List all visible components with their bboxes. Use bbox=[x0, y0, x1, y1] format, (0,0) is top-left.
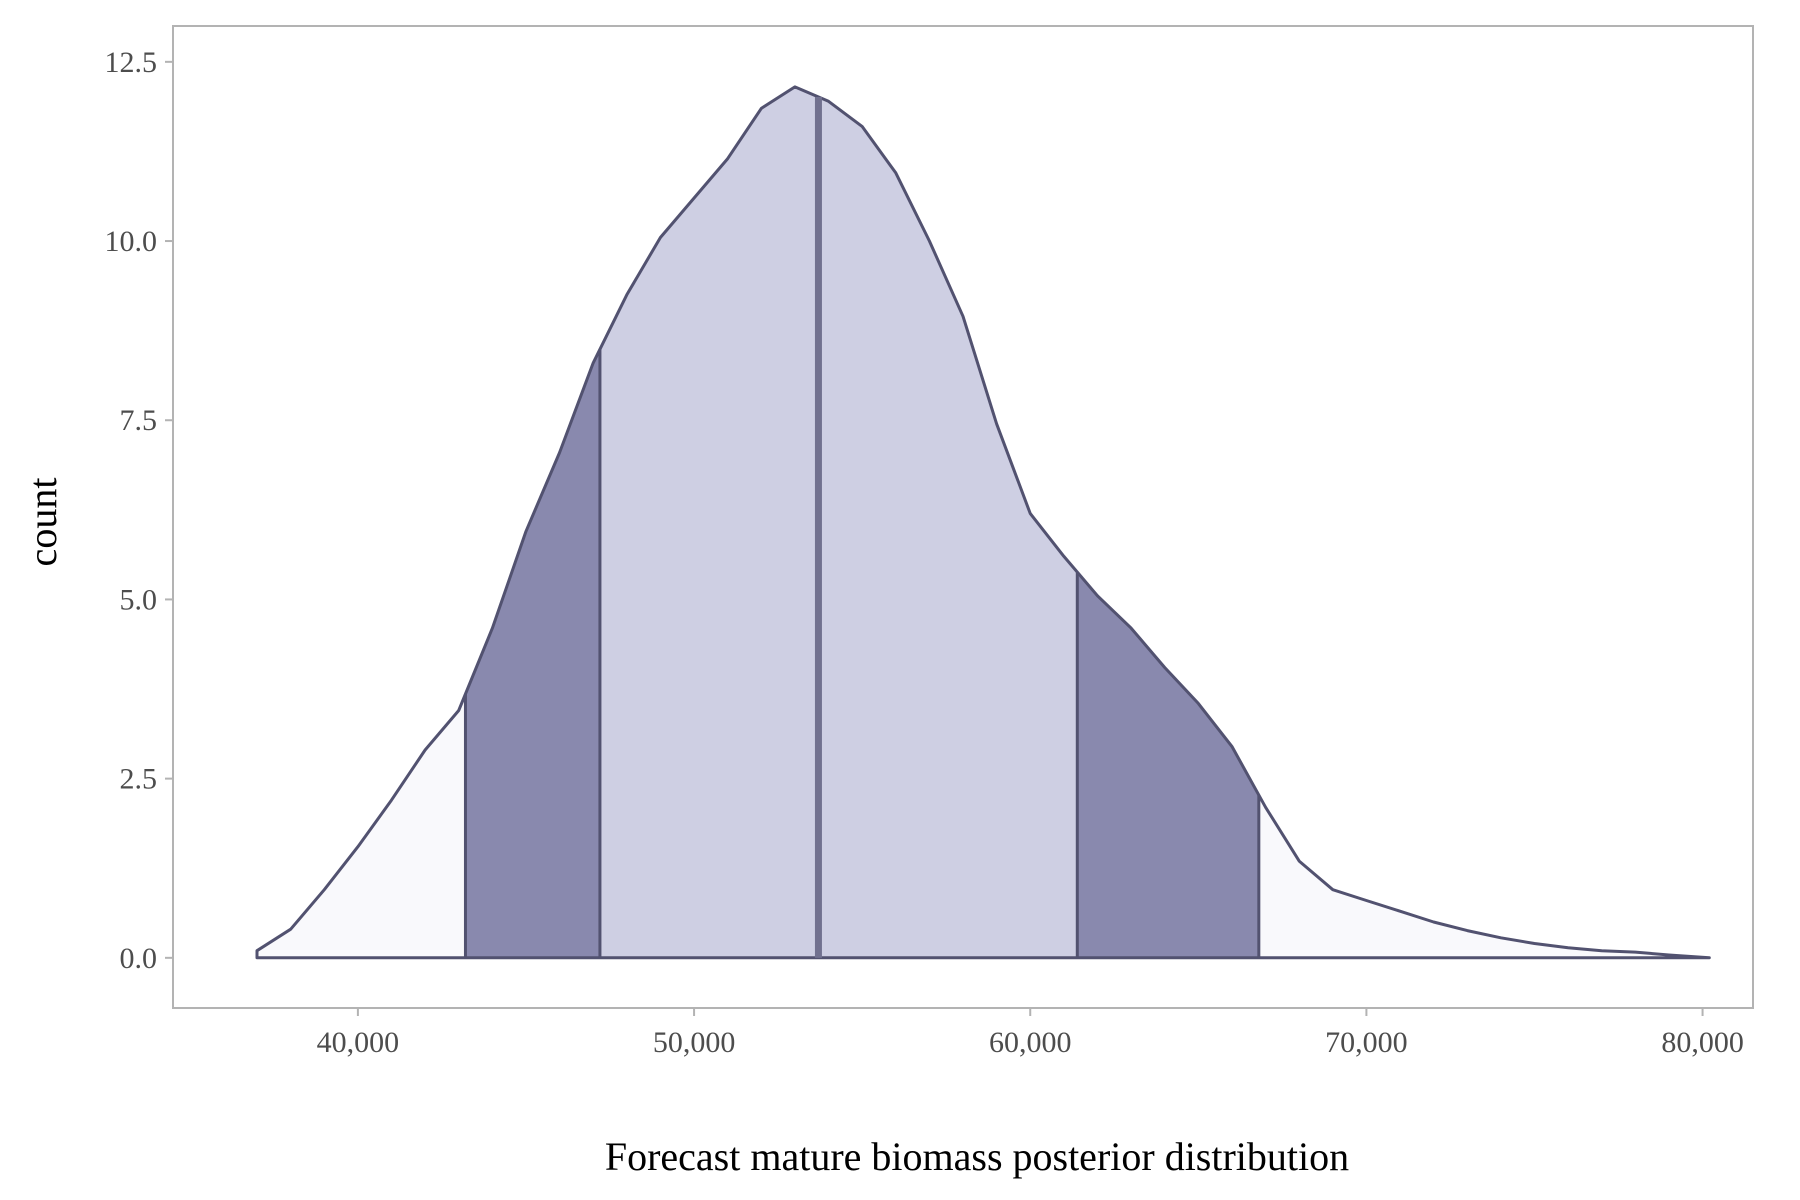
density-outline bbox=[255, 85, 1711, 960]
x-tick-label: 70,000 bbox=[1325, 1026, 1408, 1059]
y-tick-label: 7.5 bbox=[120, 404, 158, 437]
density-tail-left bbox=[257, 694, 466, 958]
density-areas bbox=[255, 85, 1711, 960]
x-axis-title: Forecast mature biomass posterior distri… bbox=[605, 1134, 1349, 1179]
y-tick-label: 12.5 bbox=[105, 46, 158, 79]
density-band-outer-left bbox=[465, 349, 600, 958]
density-tail-right bbox=[1258, 795, 1710, 958]
panel-border bbox=[172, 25, 1754, 1009]
quantile-lines bbox=[463, 96, 1261, 958]
x-tick-label: 50,000 bbox=[653, 1026, 736, 1059]
x-tick-label: 80,000 bbox=[1661, 1026, 1744, 1059]
y-tick-label: 0.0 bbox=[120, 942, 158, 975]
x-axis: 40,000 50,000 60,000 70,000 80,000 bbox=[317, 1008, 1744, 1059]
y-axis: 0.0 2.5 5.0 7.5 10.0 12.5 bbox=[105, 46, 173, 975]
density-band-outer-right bbox=[1077, 572, 1259, 958]
y-tick-label: 2.5 bbox=[120, 763, 158, 796]
x-tick-label: 40,000 bbox=[317, 1026, 400, 1059]
x-tick-label: 60,000 bbox=[989, 1026, 1072, 1059]
y-tick-label: 10.0 bbox=[105, 225, 158, 258]
y-axis-title: count bbox=[20, 478, 65, 567]
y-tick-label: 5.0 bbox=[120, 583, 158, 616]
density-band-inner bbox=[599, 86, 1078, 958]
